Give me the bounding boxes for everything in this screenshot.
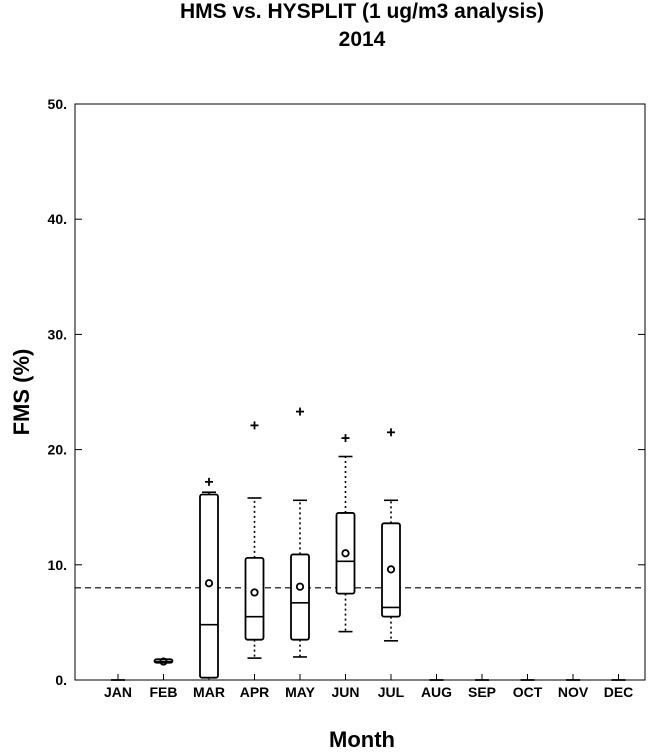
mean-marker — [250, 588, 259, 597]
x-tick-label: FEB — [150, 684, 178, 700]
mean-marker — [295, 582, 305, 591]
box-may — [290, 553, 310, 641]
y-tick-label: 50. — [48, 96, 67, 112]
mean-marker — [341, 549, 350, 558]
x-tick-label: SEP — [468, 684, 496, 700]
x-tick-label: JUN — [331, 684, 359, 700]
y-tick-label: 30. — [48, 326, 67, 342]
mean-marker — [159, 657, 168, 666]
x-tick-label: DEC — [604, 684, 634, 700]
y-tick-label: 20. — [48, 442, 67, 458]
x-axis-label: Month — [329, 727, 395, 752]
mean-marker — [386, 565, 396, 574]
y-tick-label: 0. — [55, 672, 67, 688]
box-jun — [335, 512, 356, 595]
mean-marker — [204, 579, 214, 588]
x-tick-label: JUL — [378, 684, 405, 700]
x-tick-label: OCT — [513, 684, 543, 700]
x-tick-label: MAY — [285, 684, 315, 700]
plot-frame — [74, 103, 646, 681]
x-tick-label: JAN — [104, 684, 132, 700]
chart-title: HMS vs. HYSPLIT (1 ug/m3 analysis) — [179, 0, 545, 23]
y-axis-label: FMS (%) — [9, 348, 34, 436]
box-apr — [244, 556, 265, 641]
y-tick-label: 10. — [48, 557, 67, 573]
y-tick-label: 40. — [48, 211, 67, 227]
x-tick-label: MAR — [193, 684, 225, 700]
x-tick-label: APR — [240, 684, 270, 700]
x-tick-label: AUG — [421, 684, 452, 700]
chart-subtitle: 2014 — [338, 28, 386, 51]
box-jul — [381, 522, 401, 618]
x-tick-label: NOV — [558, 684, 589, 700]
